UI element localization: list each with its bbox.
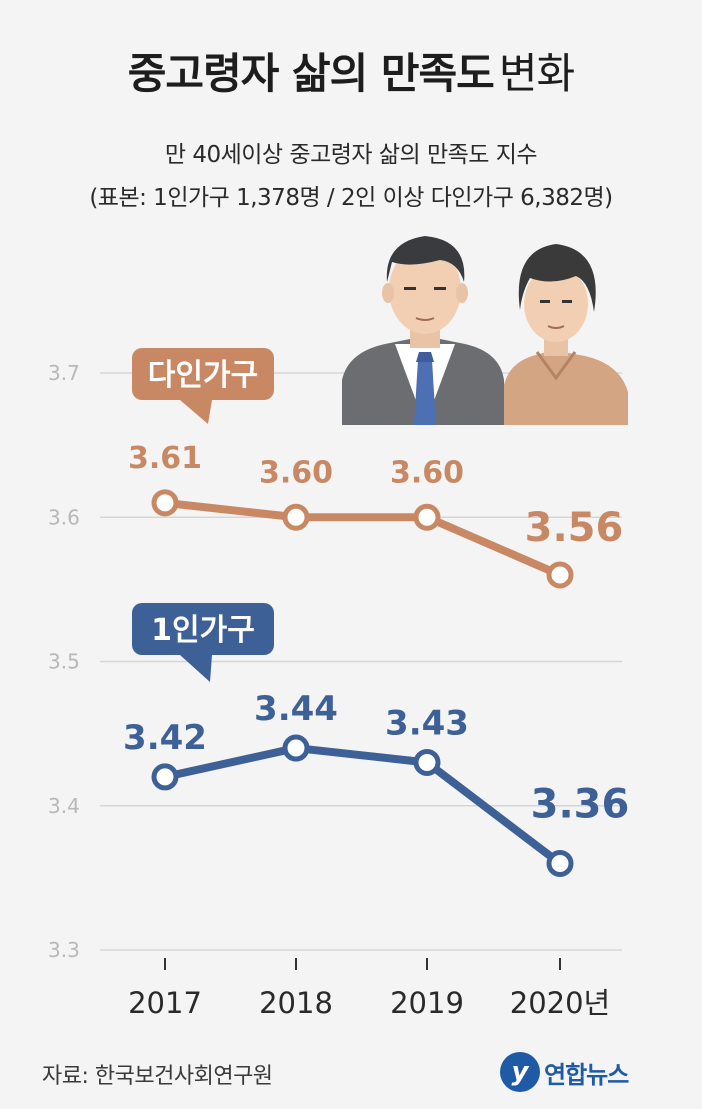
series-line-single [161,744,564,868]
data-label: 3.60 [259,455,333,490]
data-label: 3.61 [128,441,202,476]
logo-text: 연합뉴스 [544,1060,629,1089]
legend-label: 다인가구 [148,358,258,393]
callout-tail [180,400,212,424]
legend-label: 1인가구 [151,613,255,648]
data-label: 3.56 [525,505,624,551]
y-tick-label: 3.7 [48,361,80,385]
man-illustration [342,236,504,425]
x-tick-label: 2018 [259,986,333,1020]
legend-callout-single [132,603,274,655]
data-label: 3.42 [123,718,207,758]
y-tick-label: 3.3 [48,938,80,962]
subtitle: 만 40세이상 중고령자 삶의 만족도 지수 [164,142,538,168]
data-label: 3.44 [254,689,338,729]
source-note: 자료: 한국보건사회연구원 [42,1064,273,1089]
data-point [282,503,310,531]
people-illustration [342,236,628,425]
series: 3.61 3.60 3.60 3.56 3.42 3.44 3.43 3.36 [123,441,630,877]
data-point [413,503,441,531]
x-tick-label: 2020년 [510,986,610,1020]
x-tick-label: 2019 [390,986,464,1020]
data-label: 3.43 [385,703,469,743]
data-point [151,489,179,517]
publisher-logo: y 연합뉴스 [500,1050,629,1094]
y-tick-label: 3.4 [48,794,80,818]
y-tick-label: 3.6 [48,505,80,529]
title-suffix: 변화 [498,49,575,98]
title-main: 중고령자 삶의 만족도 [127,49,495,98]
data-label: 3.36 [531,781,630,827]
woman-illustration [504,244,628,425]
x-axis: 2017 2018 2019 2020년 [128,958,610,1020]
data-point [282,734,310,762]
data-point [413,748,441,776]
callout-tail [180,655,212,682]
series-line-multi [161,498,564,579]
data-label: 3.60 [390,455,464,490]
legend-callout-multi [132,348,274,400]
logo-mark-icon: y [500,1052,540,1092]
y-tick-label: 3.5 [48,650,80,674]
sample-note: (표본: 1인가구 1,378명 / 2인 이상 다인가구 6,382명) [89,185,613,211]
chart-title: 중고령자 삶의 만족도 변화 [0,40,702,101]
x-tick-label: 2017 [128,986,202,1020]
legend-callouts: 다인가구 1인가구 [132,348,274,682]
data-point [546,849,574,877]
data-point [546,561,574,589]
data-point [151,763,179,791]
